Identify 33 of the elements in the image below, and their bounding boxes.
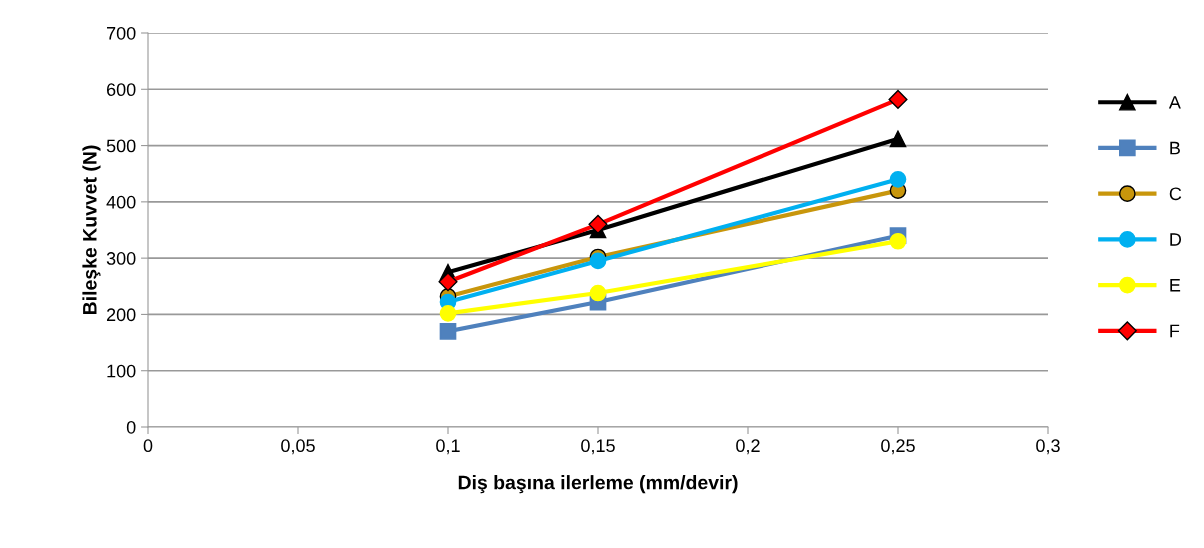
legend-label: F bbox=[1170, 324, 1180, 338]
point bbox=[439, 322, 457, 340]
point bbox=[438, 272, 458, 292]
x-tick-label: 0,25 bbox=[881, 439, 915, 455]
x-axis-title: Diş başına ilerleme (mm/devir) bbox=[458, 475, 738, 494]
legend-label: D bbox=[1170, 233, 1182, 246]
y-tick-label: 700 bbox=[107, 26, 136, 40]
point bbox=[889, 171, 907, 188]
y-tick-label: 300 bbox=[106, 252, 136, 265]
point bbox=[888, 89, 908, 109]
y-tick-label: 0 bbox=[126, 420, 136, 434]
point bbox=[589, 252, 607, 270]
y-tick-label: 200 bbox=[106, 308, 136, 322]
point bbox=[889, 232, 907, 250]
x-tick-label: 0,3 bbox=[1036, 439, 1060, 455]
legend-label: B bbox=[1170, 141, 1180, 155]
point bbox=[589, 284, 607, 302]
y-tick-label: 100 bbox=[107, 364, 136, 378]
x-tick-label: 0,05 bbox=[281, 439, 315, 455]
y-tick-label: 600 bbox=[106, 83, 136, 97]
x-tick-label: 0,15 bbox=[581, 439, 615, 455]
x-tick-label: 0,2 bbox=[736, 439, 760, 455]
x-tick-label: 0,1 bbox=[436, 439, 460, 455]
point bbox=[889, 130, 907, 148]
y-tick-label: 400 bbox=[106, 195, 136, 209]
x-tick-label: 0 bbox=[143, 439, 153, 453]
legend-label: A bbox=[1168, 96, 1181, 109]
y-tick-label: 500 bbox=[106, 139, 136, 153]
y-axis-title: Bileşke Kuvvet (N) bbox=[82, 145, 101, 315]
legend-label: E bbox=[1170, 279, 1181, 292]
point bbox=[588, 214, 608, 234]
legend-label: C bbox=[1169, 187, 1182, 201]
point bbox=[439, 304, 457, 322]
